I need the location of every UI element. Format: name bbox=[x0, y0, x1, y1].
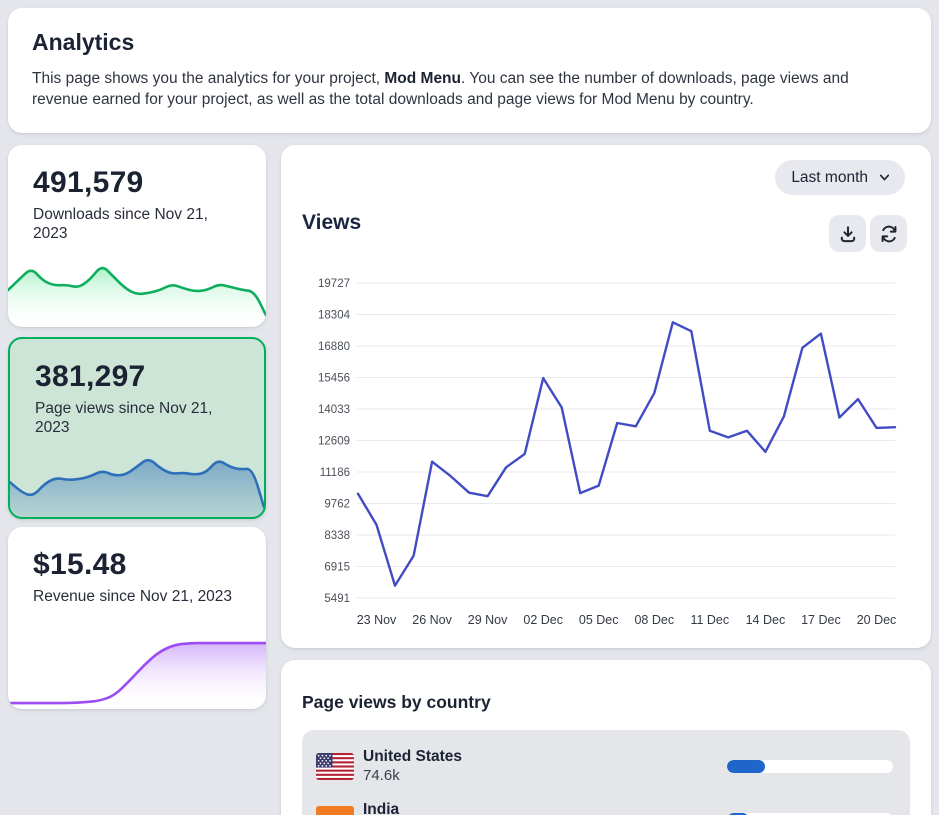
country-row: United States 74.6k bbox=[316, 740, 896, 793]
downloads-label: Downloads since Nov 21, 2023 bbox=[33, 206, 208, 242]
svg-text:20 Dec: 20 Dec bbox=[857, 613, 897, 627]
country-bar-track bbox=[727, 813, 893, 815]
country-row: India bbox=[316, 793, 896, 815]
svg-text:29 Nov: 29 Nov bbox=[468, 613, 508, 627]
svg-text:14 Dec: 14 Dec bbox=[746, 613, 786, 627]
svg-text:14033: 14033 bbox=[318, 404, 350, 416]
svg-text:02 Dec: 02 Dec bbox=[523, 613, 563, 627]
country-name: India bbox=[363, 801, 400, 815]
project-name: Mod Menu bbox=[384, 70, 461, 87]
refresh-icon bbox=[881, 225, 896, 242]
svg-text:15456: 15456 bbox=[318, 373, 350, 385]
country-info: India bbox=[363, 801, 399, 815]
country-info: United States 74.6k bbox=[363, 748, 462, 785]
page-title: Analytics bbox=[32, 29, 135, 55]
downloads-value: 491,579 bbox=[33, 166, 144, 199]
svg-text:11 Dec: 11 Dec bbox=[690, 613, 729, 627]
svg-text:26 Nov: 26 Nov bbox=[412, 613, 452, 627]
analytics-header-card: Analytics This page shows you the analyt… bbox=[8, 8, 931, 133]
country-bar-fill bbox=[727, 760, 766, 773]
revenue-value: $15.48 bbox=[33, 548, 127, 581]
refresh-chart-button[interactable] bbox=[870, 215, 907, 252]
downloads-sparkline bbox=[8, 266, 266, 327]
svg-text:08 Dec: 08 Dec bbox=[634, 613, 674, 627]
country-value: 74.6k bbox=[363, 767, 400, 784]
svg-text:12609: 12609 bbox=[318, 436, 350, 448]
country-bar-fill bbox=[727, 813, 749, 815]
svg-text:5491: 5491 bbox=[324, 593, 350, 605]
country-bar-track bbox=[727, 760, 893, 773]
range-selector-label: Last month bbox=[791, 168, 868, 186]
page-views-stat-card[interactable]: 381,297 Page views since Nov 21, 2023 bbox=[8, 337, 266, 519]
page-views-value: 381,297 bbox=[35, 360, 146, 393]
svg-text:17 Dec: 17 Dec bbox=[801, 613, 841, 627]
views-chart[interactable]: 5491 6915 8338 9762 11186 12609 14033 15456 1688… bbox=[291, 265, 911, 640]
country-panel: Page views by country bbox=[281, 660, 931, 815]
svg-text:9762: 9762 bbox=[324, 499, 350, 511]
download-chart-button[interactable] bbox=[829, 215, 866, 252]
svg-text:16880: 16880 bbox=[318, 341, 350, 353]
svg-text:8338: 8338 bbox=[324, 530, 350, 542]
country-panel-title: Page views by country bbox=[302, 692, 491, 712]
svg-text:05 Dec: 05 Dec bbox=[579, 613, 619, 627]
svg-text:11186: 11186 bbox=[320, 467, 350, 479]
views-chart-title: Views bbox=[302, 211, 362, 234]
revenue-label: Revenue since Nov 21, 2023 bbox=[33, 588, 233, 605]
revenue-sparkline bbox=[8, 641, 266, 709]
page-description: This page shows you the analytics for yo… bbox=[32, 69, 907, 110]
country-name: United States bbox=[363, 748, 463, 765]
svg-text:23 Nov: 23 Nov bbox=[357, 613, 397, 627]
svg-text:18304: 18304 bbox=[318, 310, 351, 322]
page-views-sparkline bbox=[10, 458, 264, 517]
download-icon bbox=[840, 225, 855, 242]
svg-text:6915: 6915 bbox=[324, 562, 350, 574]
page-description-after: . You can see the number of downloads, p… bbox=[32, 70, 849, 108]
views-panel: Last month Views 5491 6915 8338 9762 11186 12… bbox=[281, 145, 931, 648]
india-flag-icon bbox=[316, 806, 354, 815]
country-list: United States 74.6k India bbox=[302, 730, 910, 815]
chevron-down-icon bbox=[879, 174, 890, 181]
svg-text:19727: 19727 bbox=[318, 278, 350, 290]
page-views-label: Page views since Nov 21, 2023 bbox=[35, 400, 213, 436]
revenue-stat-card[interactable]: $15.48 Revenue since Nov 21, 2023 bbox=[8, 527, 266, 709]
downloads-stat-card[interactable]: 491,579 Downloads since Nov 21, 2023 bbox=[8, 145, 266, 327]
us-flag-icon bbox=[316, 753, 354, 780]
range-selector[interactable]: Last month bbox=[775, 160, 905, 195]
page-description-before: This page shows you the analytics for yo… bbox=[32, 70, 385, 87]
